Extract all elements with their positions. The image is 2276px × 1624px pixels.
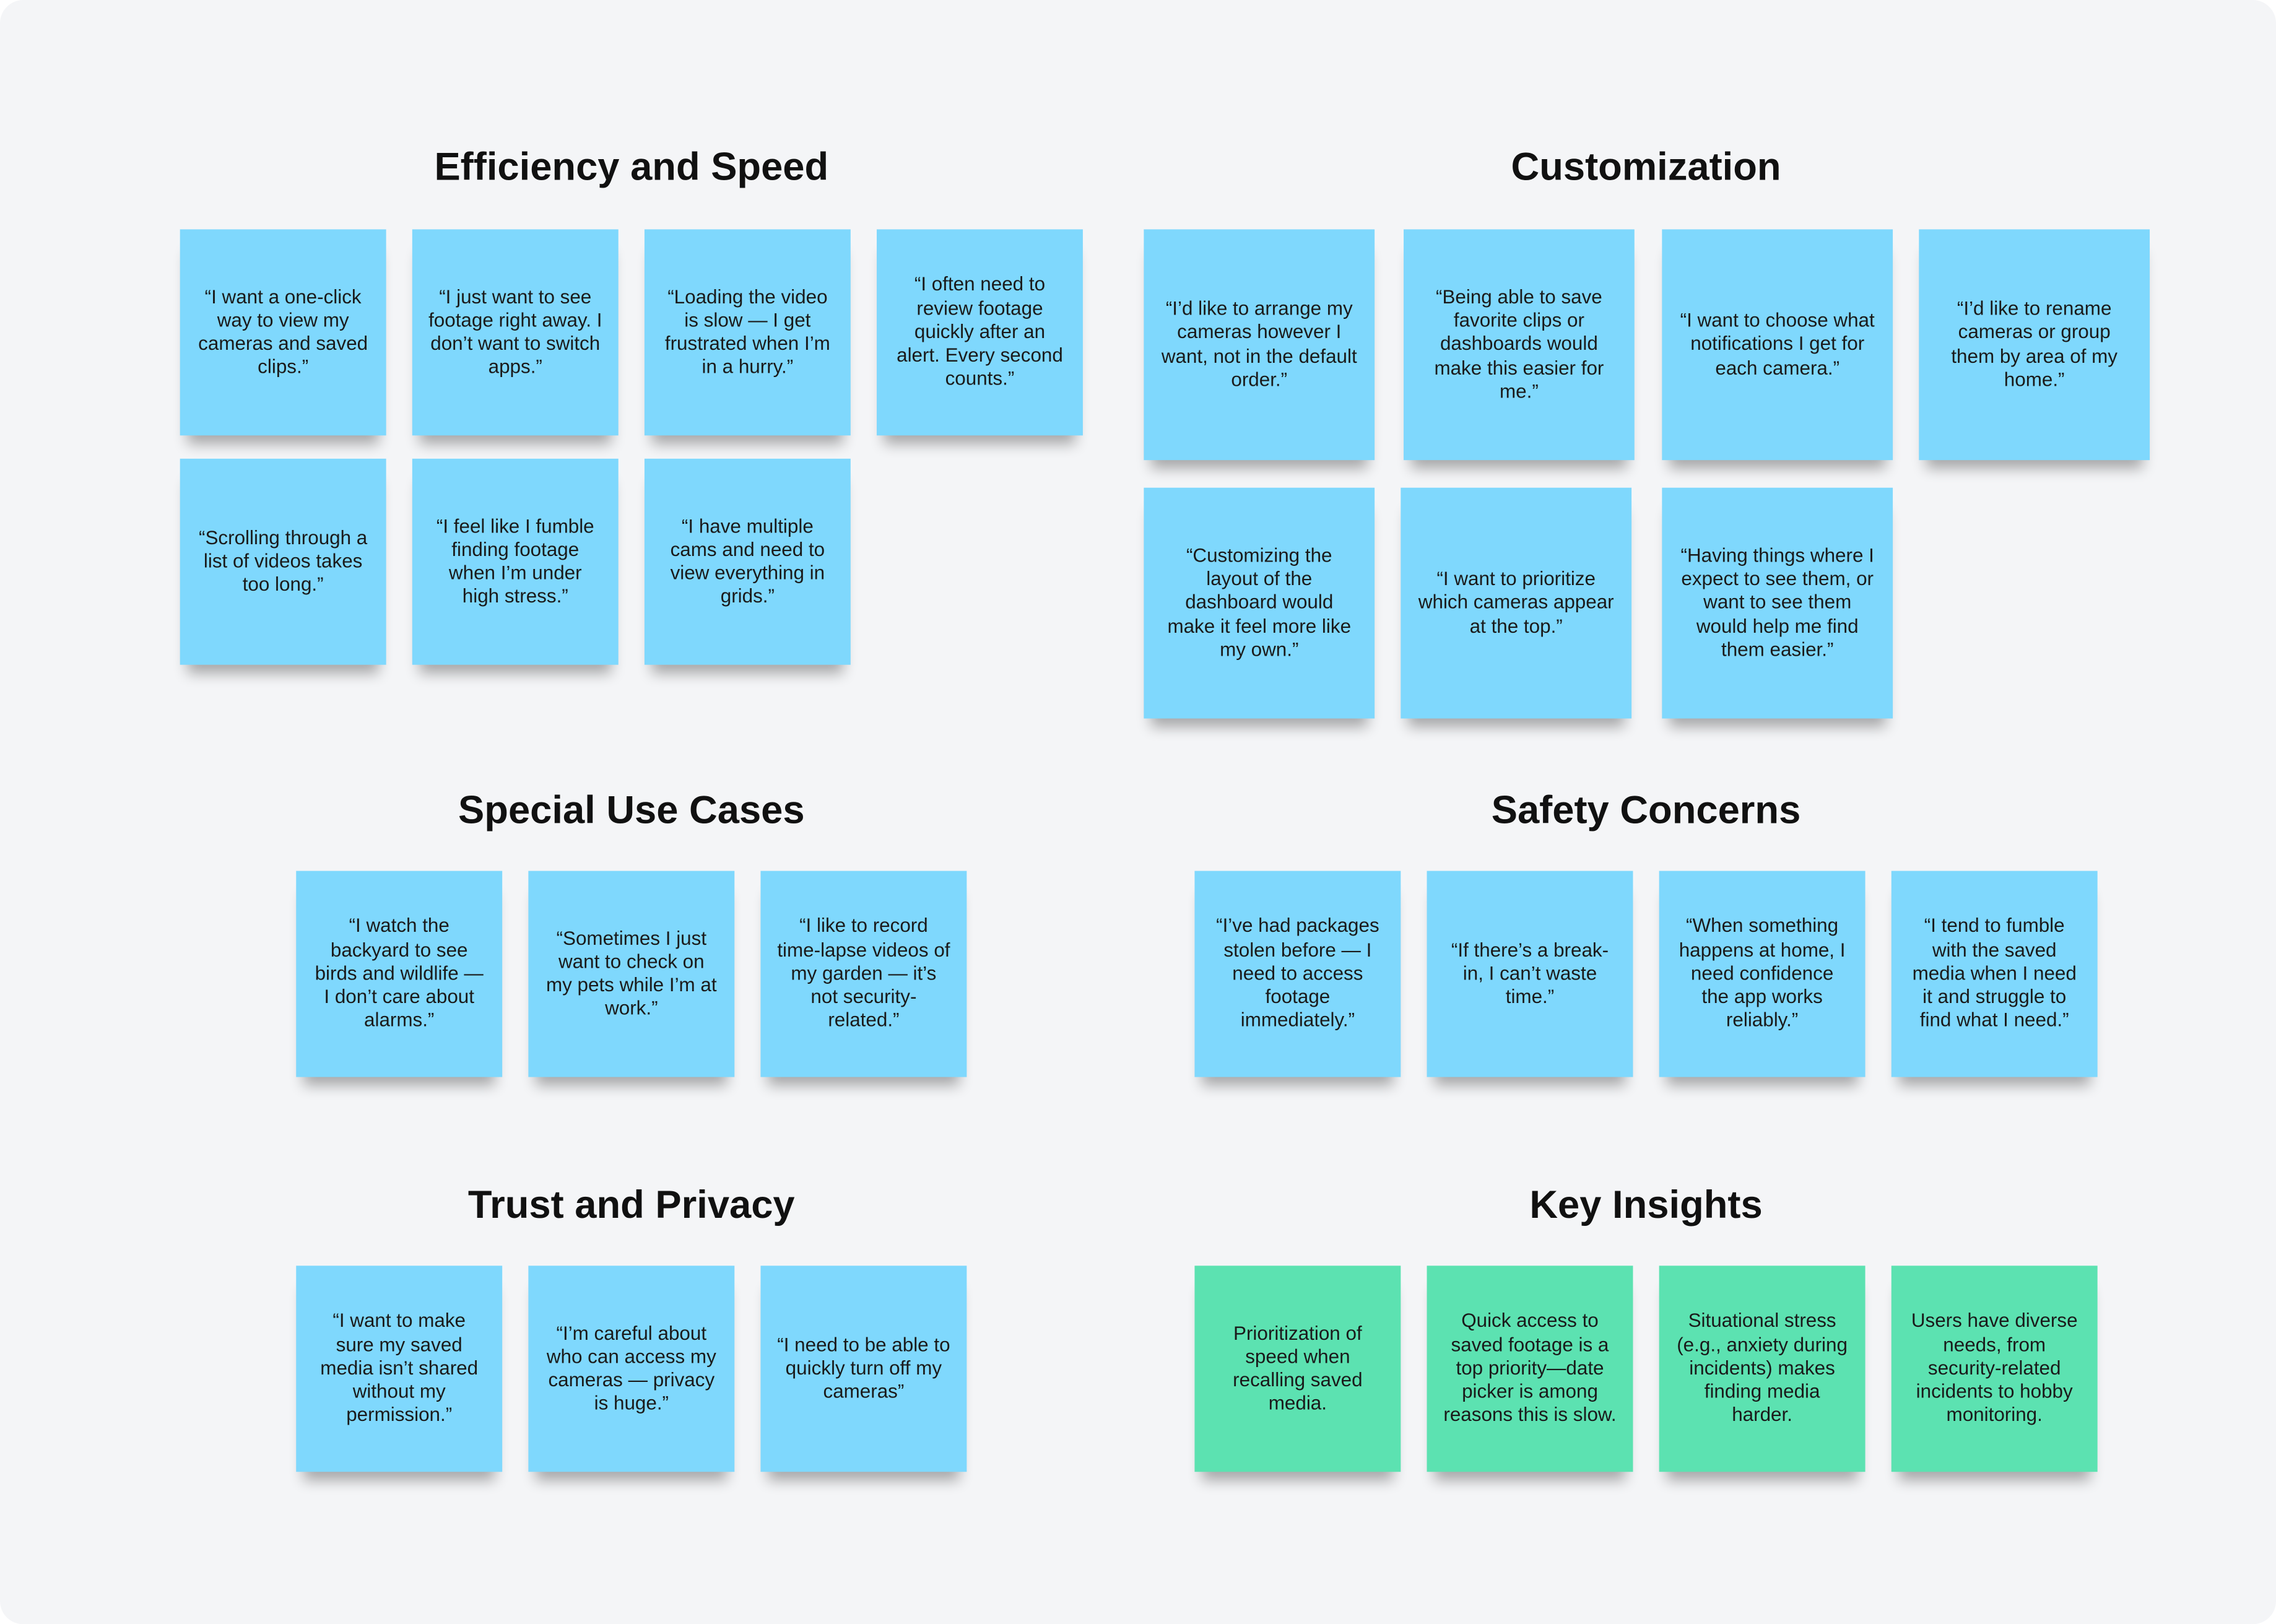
sticky-note: “I’d like to rename cameras or group the… — [1919, 229, 2150, 461]
sticky-note: “Being able to save favorite clips or da… — [1404, 229, 1635, 461]
sticky-note: “I want to choose what notifications I g… — [1662, 229, 1893, 461]
sticky-note: “I watch the backyard to see birds and w… — [296, 871, 503, 1077]
sticky-note: “I want a one-click way to view my camer… — [180, 229, 386, 436]
sticky-note: “I like to record time-lapse videos of m… — [760, 871, 967, 1077]
sticky-note: Users have diverse needs, from security-… — [1891, 1266, 2098, 1472]
sticky-note: “I want to prioritize which cameras appe… — [1401, 487, 1632, 719]
sticky-note: “If there’s a break-in, I can’t waste ti… — [1427, 871, 1633, 1077]
sticky-note: “I tend to fumble with the saved media w… — [1891, 871, 2098, 1077]
sticky-note: “Sometimes I just want to check on my pe… — [528, 871, 735, 1077]
sticky-note: “I often need to review footage quickly … — [877, 229, 1083, 436]
sticky-note: “I feel like I fumble finding footage wh… — [412, 458, 619, 665]
sticky-note: Prioritization of speed when recalling s… — [1194, 1266, 1401, 1472]
sticky-note: “Loading the video is slow — I get frust… — [644, 229, 851, 436]
sticky-note: Quick access to saved footage is a top p… — [1427, 1266, 1633, 1472]
sticky-note: “I’d like to arrange my cameras however … — [1144, 229, 1375, 461]
group-title: Special Use Cases — [458, 788, 805, 832]
sticky-note: “When something happens at home, I need … — [1659, 871, 1866, 1077]
sticky-note: “I’m careful about who can access my cam… — [528, 1266, 735, 1472]
sticky-note: “I’ve had packages stolen before — I nee… — [1194, 871, 1401, 1077]
sticky-note: “Customizing the layout of the dashboard… — [1144, 487, 1375, 719]
sticky-note: “I need to be able to quickly turn off m… — [760, 1266, 967, 1472]
sticky-note: Situational stress (e.g., anxiety during… — [1659, 1266, 1866, 1472]
sticky-note: “Scrolling through a list of videos take… — [180, 458, 386, 665]
group-title: Safety Concerns — [1491, 788, 1801, 832]
group-title: Customization — [1511, 145, 1781, 189]
sticky-note: “Having things where I expect to see the… — [1662, 487, 1893, 719]
group-title: Efficiency and Speed — [434, 145, 829, 189]
group-title: Key Insights — [1529, 1183, 1763, 1227]
sticky-note: “I just want to see footage right away. … — [412, 229, 619, 436]
sticky-note: “I want to make sure my saved media isn’… — [296, 1266, 503, 1472]
group-title: Trust and Privacy — [467, 1183, 795, 1227]
sticky-note: “I have multiple cams and need to view e… — [644, 458, 851, 665]
